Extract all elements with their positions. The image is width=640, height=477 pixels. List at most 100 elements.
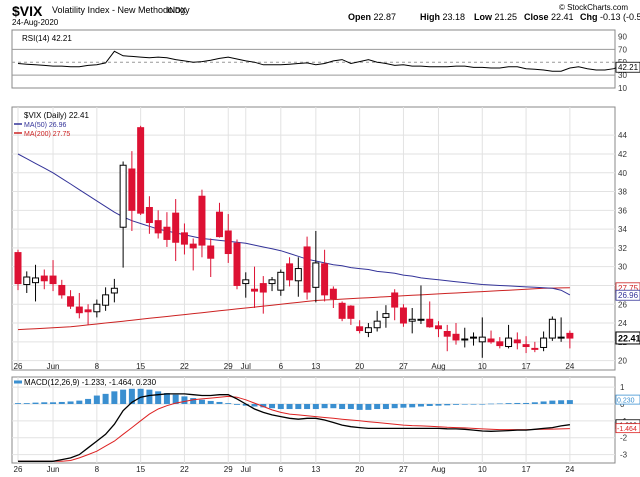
price-x-tick-label: 17 — [522, 362, 531, 371]
macd-histogram-bar — [76, 400, 83, 404]
ohlc-low: Low 21.25 — [474, 12, 517, 22]
macd-histogram-bar — [435, 403, 442, 406]
rsi-legend: RSI(14) 42.21 — [22, 34, 72, 43]
rsi-value-label: 42.21 — [618, 63, 639, 72]
rsi-panel-frame — [11, 29, 616, 89]
ma-value-label: 26.96 — [618, 291, 639, 300]
macd-histogram-bar — [330, 403, 337, 409]
macd-histogram-bar — [181, 396, 188, 404]
ohlc-value: 21.25 — [492, 12, 517, 22]
candle-body-down — [286, 263, 294, 281]
candle-body-down — [189, 243, 197, 249]
ohlc-open: Open 22.87 — [348, 12, 396, 22]
macd-histogram-bar — [234, 403, 240, 405]
candle-body-down — [137, 127, 145, 214]
candle-body-up — [110, 287, 118, 294]
macd-histogram-bar — [260, 403, 267, 408]
candle-body-down — [303, 246, 311, 293]
macd-histogram-bar — [15, 403, 21, 404]
ohlc-value: 23.18 — [440, 12, 465, 22]
candle-body-up — [268, 279, 276, 285]
candle-body-down — [49, 275, 57, 285]
macd-histogram-bar — [391, 403, 398, 409]
macd-histogram-bar — [400, 403, 407, 408]
macd-histogram-bar — [216, 401, 223, 404]
candle-body-up — [505, 337, 513, 348]
macd-histogram-bar — [50, 402, 57, 404]
candle-body-down — [58, 284, 66, 296]
macd-histogram-bar — [549, 400, 556, 404]
macd-histogram-bar — [365, 403, 372, 410]
macd-histogram-bar — [417, 403, 424, 407]
candle-body-up — [294, 268, 302, 282]
macd-value-tag — [615, 423, 640, 434]
macd-histogram-bar — [58, 401, 65, 404]
candle-body-up — [373, 320, 381, 329]
symbol-title: $VIX — [12, 3, 43, 19]
price-x-tick-label: Jul — [241, 362, 251, 371]
macd-signal-line — [18, 395, 570, 462]
price-x-tick-label: 27 — [399, 362, 408, 371]
ohlc-label: Low — [474, 12, 493, 22]
macd-line — [18, 393, 570, 462]
candle-body-down — [391, 292, 399, 308]
macd-histogram-bar — [155, 391, 162, 404]
macd-histogram-bar — [496, 403, 503, 405]
macd-histogram-bar — [163, 393, 170, 404]
price-tick-label: 26 — [618, 300, 627, 309]
candle-body-down — [329, 288, 337, 300]
macd-panel: MACD(12,26,9) -1.233, -1.464, 0.230 10 -1… — [11, 376, 640, 474]
macd-histogram-bar — [540, 401, 547, 404]
macd-histogram-bar — [32, 402, 39, 404]
macd-histogram-bar — [102, 393, 109, 404]
candle-body-down — [224, 230, 232, 255]
price-x-tick-label: 10 — [478, 362, 487, 371]
candle-body-up — [557, 336, 565, 339]
price-tick-label: 32 — [618, 244, 627, 253]
price-x-tick-label: 26 — [14, 362, 23, 371]
macd-histogram-bar — [461, 403, 468, 405]
macd-histogram-bar — [286, 403, 293, 410]
rsi-panel: RSI(14) 42.21 907050301042.21 — [11, 29, 640, 93]
macd-histogram-bar — [85, 398, 92, 404]
macd-histogram-bar — [531, 402, 538, 404]
macd-histogram-bar — [23, 403, 30, 404]
candle-body-down — [443, 330, 451, 337]
last-price-label: 22.41 — [618, 333, 640, 343]
ma50-legend: MA(50) 26.96 — [24, 122, 67, 129]
macd-x-tick-label: Aug — [431, 465, 445, 474]
price-tick-label: 36 — [618, 206, 627, 215]
macd-histogram-bar — [479, 403, 486, 405]
macd-histogram-bar — [304, 403, 311, 410]
candle-body-down — [163, 226, 171, 240]
price-tick-label: 44 — [618, 131, 627, 140]
candle-body-down — [67, 296, 75, 307]
macd-x-tick-label: 17 — [522, 465, 531, 474]
chart-header: $VIX Volatility Index - New Methodology … — [12, 3, 640, 27]
macd-x-tick-label: 15 — [136, 465, 145, 474]
candle-body-down — [198, 195, 206, 246]
macd-histogram-bar — [523, 402, 530, 404]
price-x-tick-label: 20 — [355, 362, 364, 371]
candle-body-down — [180, 232, 188, 245]
candle-body-down — [14, 252, 22, 285]
ohlc-label: Chg — [580, 12, 598, 22]
macd-histogram-bar — [251, 403, 258, 407]
ma50-line — [17, 153, 571, 296]
candle-body-down — [128, 168, 136, 211]
rsi-line — [17, 50, 640, 72]
macd-histogram-bar — [207, 400, 214, 404]
rsi-value-tag — [615, 61, 640, 73]
price-x-tick-label: 15 — [136, 362, 145, 371]
macd-x-tick-label: 20 — [355, 465, 364, 474]
last-price-tag — [615, 331, 640, 345]
macd-histogram-bar — [225, 403, 232, 404]
macd-histogram-bar — [312, 403, 319, 410]
candle-body-down — [434, 325, 442, 330]
price-x-tick-label: 24 — [565, 362, 574, 371]
candle-body-down — [566, 332, 574, 339]
macd-histogram-bar — [242, 403, 249, 406]
price-x-tick-label: Jun — [47, 362, 60, 371]
candle-body-down — [75, 306, 83, 314]
rsi-tick-label: 70 — [618, 45, 627, 54]
